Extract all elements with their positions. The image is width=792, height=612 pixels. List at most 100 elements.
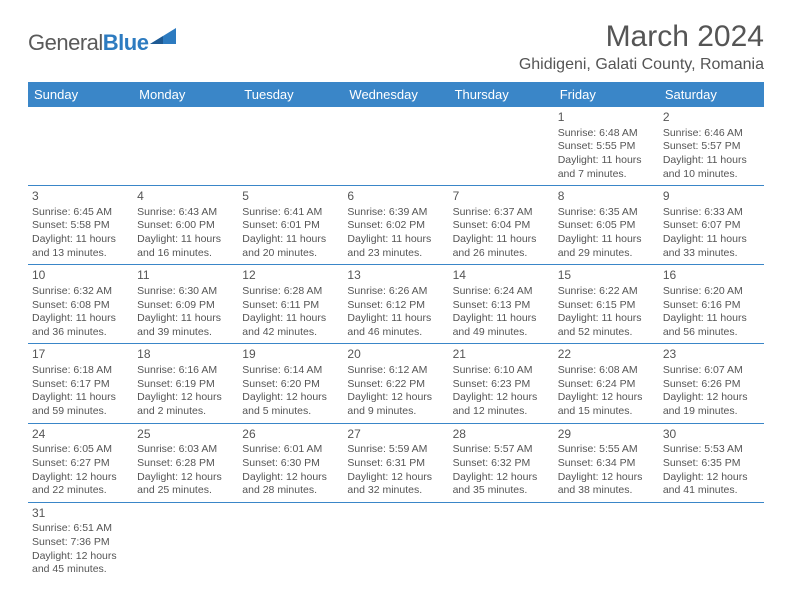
day-number: 27: [347, 427, 444, 443]
daylight-text: Daylight: 11 hours: [242, 233, 339, 247]
day-header: Wednesday: [343, 82, 448, 107]
daylight-text: Daylight: 11 hours: [137, 312, 234, 326]
calendar-body: 1Sunrise: 6:48 AMSunset: 5:55 PM Daylight…: [28, 107, 764, 581]
sunrise-text: Sunrise: 6:08 AM: [558, 364, 655, 378]
logo-word-1: General: [28, 30, 103, 55]
daylight-text: and 42 minutes.: [242, 326, 339, 340]
daylight-text: and 9 minutes.: [347, 405, 444, 419]
sunset-text: Sunset: 5:55 PM: [558, 140, 655, 154]
day-number: 21: [453, 347, 550, 363]
calendar-cell: 11Sunrise: 6:30 AMSunset: 6:09 PMDayligh…: [133, 265, 238, 344]
day-number: 31: [32, 506, 129, 522]
sunrise-text: Sunrise: 6:07 AM: [663, 364, 760, 378]
calendar-cell: 25Sunrise: 6:03 AMSunset: 6:28 PMDayligh…: [133, 423, 238, 502]
day-number: 2: [663, 110, 760, 126]
sunset-text: Sunset: 6:08 PM: [32, 299, 129, 313]
day-number: 19: [242, 347, 339, 363]
day-number: 6: [347, 189, 444, 205]
calendar-cell: 31Sunrise: 6:51 AMSunset: 7:36 PMDayligh…: [28, 502, 133, 581]
daylight-text: and 28 minutes.: [242, 484, 339, 498]
daylight-text: and 52 minutes.: [558, 326, 655, 340]
daylight-text: and 36 minutes.: [32, 326, 129, 340]
logo-text: GeneralBlue: [28, 30, 148, 56]
day-number: 5: [242, 189, 339, 205]
sunrise-text: Sunrise: 6:12 AM: [347, 364, 444, 378]
sunrise-text: Sunrise: 6:24 AM: [453, 285, 550, 299]
sunrise-text: Sunrise: 6:05 AM: [32, 443, 129, 457]
daylight-text: and 16 minutes.: [137, 247, 234, 261]
sunset-text: Sunset: 6:35 PM: [663, 457, 760, 471]
calendar-cell: 26Sunrise: 6:01 AMSunset: 6:30 PMDayligh…: [238, 423, 343, 502]
calendar-cell: [28, 107, 133, 186]
daylight-text: Daylight: 11 hours: [32, 391, 129, 405]
sunrise-text: Sunrise: 6:10 AM: [453, 364, 550, 378]
sunrise-text: Sunrise: 6:48 AM: [558, 127, 655, 141]
calendar-cell: [238, 107, 343, 186]
day-number: 8: [558, 189, 655, 205]
calendar-cell: 17Sunrise: 6:18 AMSunset: 6:17 PMDayligh…: [28, 344, 133, 423]
sunrise-text: Sunrise: 6:33 AM: [663, 206, 760, 220]
calendar-cell: 29Sunrise: 5:55 AMSunset: 6:34 PMDayligh…: [554, 423, 659, 502]
sunrise-text: Sunrise: 6:35 AM: [558, 206, 655, 220]
title-block: March 2024 Ghidigeni, Galati County, Rom…: [519, 20, 764, 74]
daylight-text: and 49 minutes.: [453, 326, 550, 340]
calendar-cell: 27Sunrise: 5:59 AMSunset: 6:31 PMDayligh…: [343, 423, 448, 502]
calendar-cell: [449, 107, 554, 186]
sunrise-text: Sunrise: 6:46 AM: [663, 127, 760, 141]
sunset-text: Sunset: 6:13 PM: [453, 299, 550, 313]
calendar-cell: [343, 107, 448, 186]
daylight-text: Daylight: 11 hours: [663, 312, 760, 326]
daylight-text: Daylight: 11 hours: [347, 312, 444, 326]
daylight-text: Daylight: 11 hours: [453, 233, 550, 247]
day-number: 28: [453, 427, 550, 443]
sunset-text: Sunset: 6:26 PM: [663, 378, 760, 392]
daylight-text: Daylight: 11 hours: [32, 312, 129, 326]
day-number: 14: [453, 268, 550, 284]
daylight-text: and 2 minutes.: [137, 405, 234, 419]
daylight-text: and 7 minutes.: [558, 168, 655, 182]
calendar-cell: [238, 502, 343, 581]
sunrise-text: Sunrise: 6:45 AM: [32, 206, 129, 220]
sunset-text: Sunset: 5:57 PM: [663, 140, 760, 154]
daylight-text: Daylight: 12 hours: [347, 391, 444, 405]
sunset-text: Sunset: 6:24 PM: [558, 378, 655, 392]
sunrise-text: Sunrise: 6:01 AM: [242, 443, 339, 457]
day-number: 13: [347, 268, 444, 284]
daylight-text: Daylight: 11 hours: [32, 233, 129, 247]
daylight-text: and 32 minutes.: [347, 484, 444, 498]
calendar-cell: 13Sunrise: 6:26 AMSunset: 6:12 PMDayligh…: [343, 265, 448, 344]
sunset-text: Sunset: 6:30 PM: [242, 457, 339, 471]
sunset-text: Sunset: 6:19 PM: [137, 378, 234, 392]
sunset-text: Sunset: 6:34 PM: [558, 457, 655, 471]
day-number: 20: [347, 347, 444, 363]
sunset-text: Sunset: 6:01 PM: [242, 219, 339, 233]
header: GeneralBlue March 2024 Ghidigeni, Galati…: [28, 20, 764, 74]
daylight-text: Daylight: 12 hours: [558, 391, 655, 405]
calendar-cell: 14Sunrise: 6:24 AMSunset: 6:13 PMDayligh…: [449, 265, 554, 344]
sunset-text: Sunset: 6:17 PM: [32, 378, 129, 392]
day-number: 25: [137, 427, 234, 443]
calendar-cell: 20Sunrise: 6:12 AMSunset: 6:22 PMDayligh…: [343, 344, 448, 423]
calendar-cell: 1Sunrise: 6:48 AMSunset: 5:55 PMDaylight…: [554, 107, 659, 186]
sunrise-text: Sunrise: 6:16 AM: [137, 364, 234, 378]
logo-word-2: Blue: [103, 30, 149, 55]
calendar-cell: 4Sunrise: 6:43 AMSunset: 6:00 PMDaylight…: [133, 186, 238, 265]
sunrise-text: Sunrise: 5:59 AM: [347, 443, 444, 457]
sunrise-text: Sunrise: 6:37 AM: [453, 206, 550, 220]
day-header: Sunday: [28, 82, 133, 107]
day-number: 7: [453, 189, 550, 205]
day-number: 18: [137, 347, 234, 363]
sunset-text: Sunset: 6:00 PM: [137, 219, 234, 233]
day-number: 3: [32, 189, 129, 205]
calendar-cell: 9Sunrise: 6:33 AMSunset: 6:07 PMDaylight…: [659, 186, 764, 265]
calendar-cell: [554, 502, 659, 581]
daylight-text: and 33 minutes.: [663, 247, 760, 261]
sunrise-text: Sunrise: 6:14 AM: [242, 364, 339, 378]
calendar-cell: 19Sunrise: 6:14 AMSunset: 6:20 PMDayligh…: [238, 344, 343, 423]
daylight-text: and 45 minutes.: [32, 563, 129, 577]
sunrise-text: Sunrise: 6:22 AM: [558, 285, 655, 299]
calendar-cell: [133, 502, 238, 581]
day-number: 1: [558, 110, 655, 126]
daylight-text: Daylight: 12 hours: [453, 471, 550, 485]
daylight-text: and 56 minutes.: [663, 326, 760, 340]
